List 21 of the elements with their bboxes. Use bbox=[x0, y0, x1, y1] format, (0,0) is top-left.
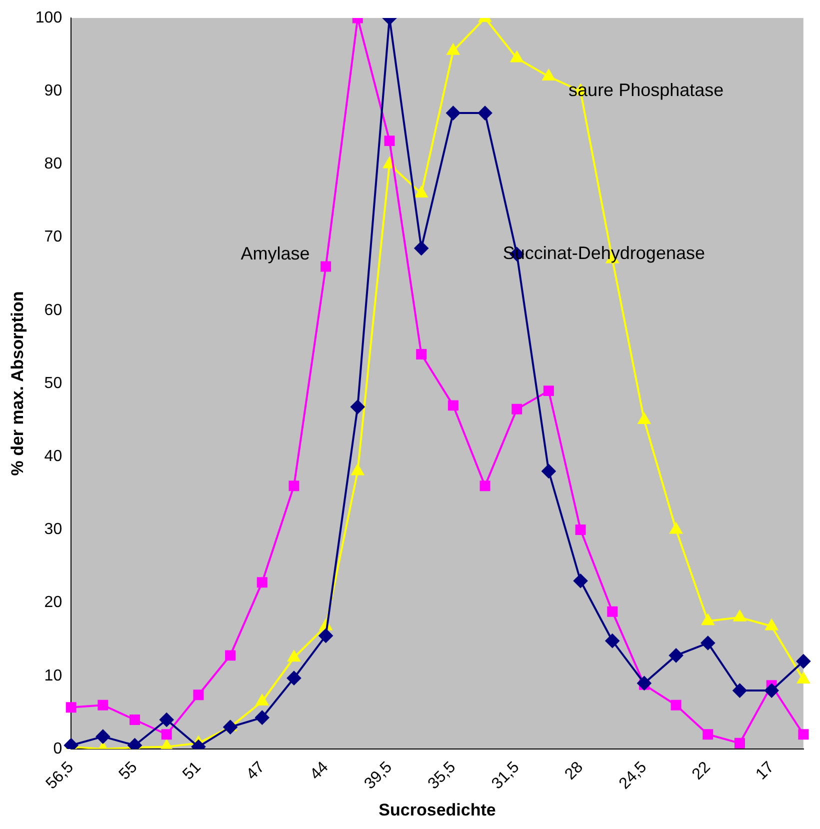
x-tick-label: 55 bbox=[116, 758, 141, 784]
y-tick-label: 40 bbox=[44, 448, 62, 466]
y-tick-label: 90 bbox=[44, 82, 62, 100]
series-label: Amylase bbox=[240, 244, 310, 264]
x-tick-label: 28 bbox=[562, 758, 587, 784]
x-tick-label: 51 bbox=[180, 758, 204, 784]
y-tick-label: 50 bbox=[44, 374, 62, 392]
x-tick-label: 44 bbox=[307, 758, 332, 784]
x-tick-label: 17 bbox=[752, 758, 778, 784]
y-axis-title: % der max. Absorption bbox=[8, 291, 27, 476]
x-axis-title: Sucrosedichte bbox=[378, 800, 496, 820]
y-tick-label: 60 bbox=[44, 302, 62, 319]
x-tick-label: 22 bbox=[689, 758, 714, 784]
y-tick-label: 10 bbox=[44, 667, 62, 684]
y-tick-label: 70 bbox=[44, 228, 62, 246]
y-tick-label: 80 bbox=[44, 156, 62, 173]
y-tick-label: 100 bbox=[35, 9, 62, 26]
y-tick-label: 0 bbox=[53, 740, 62, 758]
y-tick-label: 30 bbox=[44, 521, 62, 538]
y-tick-label: 20 bbox=[44, 594, 62, 612]
x-tick-label: 47 bbox=[243, 758, 268, 784]
